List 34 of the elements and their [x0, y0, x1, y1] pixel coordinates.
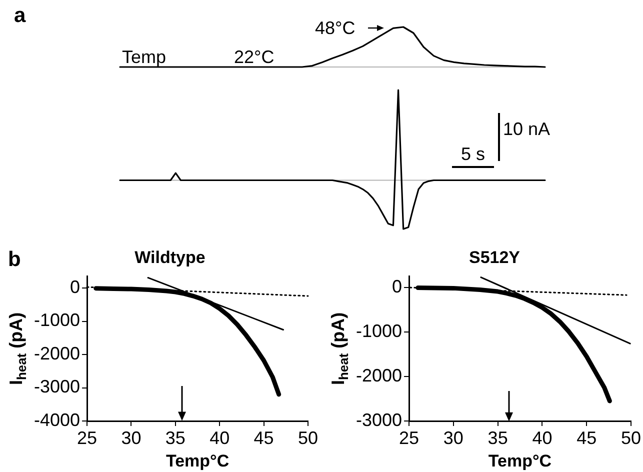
annotation: 10 nA: [503, 119, 550, 139]
x-tick-label: 35: [488, 428, 508, 448]
y-tick-label: -1000: [34, 310, 80, 330]
y-tick-label: -2000: [34, 343, 80, 364]
x-axis-title: Temp°C: [488, 451, 552, 470]
x-tick-label: 25: [77, 428, 98, 448]
x-tick-label: 40: [210, 428, 230, 448]
x-tick-label: 45: [576, 428, 597, 448]
x-tick-label: 50: [298, 428, 318, 448]
y-tick-label: -3000: [356, 410, 402, 430]
y-tick-label: 0: [392, 276, 402, 296]
y-axis-title: Iheat (pA): [6, 312, 29, 386]
text: a: [14, 4, 26, 27]
chart-title: S512Y: [468, 248, 521, 267]
annotation: 22°C: [234, 47, 274, 67]
y-tick-label: -1000: [356, 320, 402, 341]
x-axis-title: Temp°C: [166, 451, 230, 470]
x-tick-label: 50: [620, 428, 642, 448]
chart-title: Wildtype: [134, 248, 206, 267]
y-tick-label: -4000: [34, 410, 80, 430]
annotation: Temp: [122, 47, 166, 67]
text: b: [8, 248, 21, 271]
x-tick-label: 45: [254, 428, 274, 448]
y-tick-label: -3000: [34, 376, 80, 397]
x-tick-label: 40: [532, 428, 552, 448]
y-axis-title: Iheat (pA): [328, 312, 351, 386]
x-tick-label: 25: [399, 428, 420, 448]
annotation: 48°C: [315, 18, 356, 38]
y-tick-label: 0: [70, 277, 80, 298]
x-tick-label: 35: [165, 428, 186, 448]
x-tick-label: 30: [443, 428, 464, 448]
y-tick-label: -2000: [356, 365, 402, 386]
annotation: 5 s: [460, 144, 486, 164]
x-tick-label: 30: [121, 428, 142, 448]
